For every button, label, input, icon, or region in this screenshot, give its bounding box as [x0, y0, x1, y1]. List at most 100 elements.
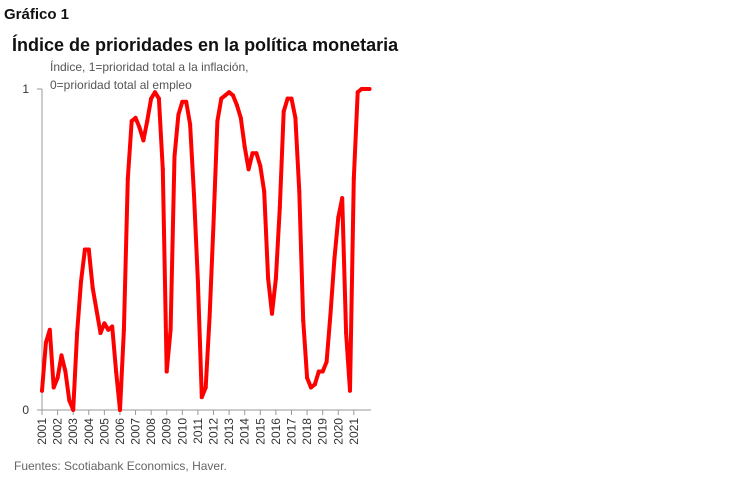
data-point [106, 327, 111, 332]
data-point [277, 205, 282, 210]
data-point [141, 138, 146, 143]
y-tick-label: 1 [22, 82, 29, 96]
data-point [59, 353, 64, 358]
data-point [51, 385, 56, 390]
data-point [145, 119, 150, 124]
x-tick-label: 2010 [175, 418, 189, 445]
data-point [258, 164, 263, 169]
data-point [246, 167, 251, 172]
data-point [227, 90, 232, 95]
x-tick-label: 2011 [191, 418, 205, 444]
data-point [40, 388, 44, 393]
data-point [351, 176, 356, 181]
data-point [289, 96, 294, 101]
data-point [273, 276, 278, 281]
data-point [254, 151, 259, 156]
data-point [125, 176, 130, 181]
x-axis-ticks: 2001 2002 2003 2004 2005 2006 2007 2008 2009 2010… [35, 410, 361, 445]
data-point [176, 112, 181, 117]
data-point [328, 311, 333, 316]
x-tick-label: 2015 [253, 418, 267, 445]
x-tick-label: 2004 [82, 418, 96, 445]
x-tick-label: 2018 [300, 418, 314, 445]
data-point [301, 318, 306, 323]
data-point [269, 311, 274, 316]
data-point [324, 359, 329, 364]
data-point [211, 221, 216, 226]
data-point [90, 286, 95, 291]
data-point [121, 327, 126, 332]
x-tick-label: 2007 [129, 418, 143, 445]
data-point [160, 167, 165, 172]
data-point [55, 375, 60, 380]
data-point [223, 93, 228, 98]
data-point [184, 99, 189, 104]
x-tick-label: 2005 [97, 418, 111, 445]
data-point [153, 90, 158, 95]
data-point [312, 382, 317, 387]
x-tick-label: 2002 [51, 418, 65, 445]
data-point [67, 398, 72, 403]
x-tick-label: 2014 [238, 418, 252, 445]
series-line [40, 87, 372, 412]
data-point [82, 247, 87, 252]
data-point [98, 330, 103, 335]
data-point [192, 192, 197, 197]
data-point [297, 189, 302, 194]
data-point [102, 321, 107, 326]
data-point [367, 87, 372, 91]
data-point [164, 369, 169, 374]
data-point [293, 115, 298, 120]
data-point [238, 115, 243, 120]
data-point [43, 340, 48, 345]
data-point [168, 327, 173, 332]
data-point [219, 96, 224, 101]
data-point [234, 103, 239, 108]
data-point [363, 87, 368, 91]
data-point [110, 324, 115, 329]
x-tick-label: 2021 [347, 418, 361, 445]
data-point [250, 151, 255, 156]
data-point [47, 327, 52, 332]
figure-label: Gráfico 1 [4, 6, 70, 23]
data-point [180, 99, 185, 104]
chart-title: Índice de prioridades en la política mon… [12, 35, 399, 55]
y-tick-label: 0 [22, 403, 29, 417]
y-axis-description-line2: 0=prioridad total al empleo [50, 78, 192, 92]
data-point [281, 109, 286, 114]
x-tick-label: 2017 [284, 418, 298, 445]
y-axis-description-line1: Índice, 1=prioridad total a la inflación… [50, 60, 249, 74]
x-tick-label: 2012 [207, 418, 221, 445]
data-point [199, 395, 204, 400]
x-tick-label: 2009 [160, 418, 174, 445]
data-point [355, 90, 360, 95]
data-point [305, 375, 310, 380]
x-tick-label: 2013 [222, 418, 236, 445]
data-point [156, 96, 161, 101]
x-tick-label: 2003 [66, 418, 80, 445]
source-note: Fuentes: Scotiabank Economics, Haver. [14, 459, 227, 473]
x-tick-label: 2016 [269, 418, 283, 445]
data-point [133, 115, 138, 120]
x-tick-label: 2008 [144, 418, 158, 445]
data-point [266, 276, 271, 281]
data-point [94, 308, 99, 313]
data-point [344, 330, 349, 335]
data-point [359, 87, 364, 91]
data-point [172, 154, 177, 159]
x-tick-label: 2001 [35, 418, 49, 445]
data-point [203, 385, 208, 390]
series-layer [40, 87, 372, 412]
x-tick-label: 2020 [331, 418, 345, 445]
data-point [63, 369, 68, 374]
data-point [137, 125, 142, 130]
data-point [114, 369, 119, 374]
data-point [215, 119, 220, 124]
data-point [308, 385, 313, 390]
data-point [195, 279, 200, 284]
data-point [340, 196, 345, 201]
data-point [262, 189, 267, 194]
data-point [231, 93, 236, 98]
chart-axes [41, 89, 371, 411]
